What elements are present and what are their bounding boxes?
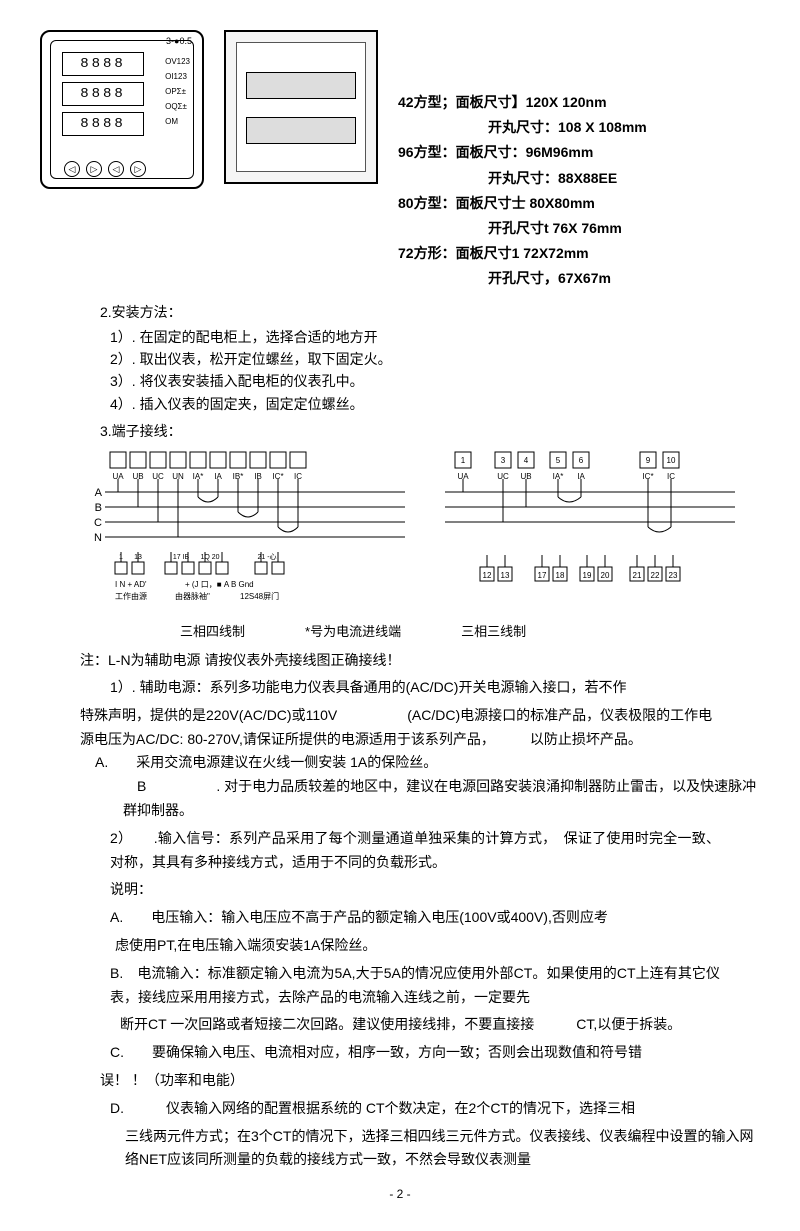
explain-A: A. 电压输入：输入电压应不高于产品的额定输入电压(100V或400V),否则应… xyxy=(110,906,720,930)
page-number: - 2 - xyxy=(40,1187,760,1201)
svg-text:13: 13 xyxy=(134,554,142,561)
svg-text:12S48屏门: 12S48屏门 xyxy=(240,591,279,601)
caption-4wire: 三相四线制 xyxy=(180,621,245,640)
item-B: B . 对于电力品质较差的地区中，建议在电源回路安装浪涌抑制器防止雷击，以及快速… xyxy=(95,775,760,823)
svg-text:1: 1 xyxy=(119,554,123,561)
top-section: 3-●0.5 8888 8888 8888 OV123 OI123 OPΣ± O… xyxy=(40,30,760,292)
step-2: 2）. 取出仪表，松开定位螺丝，取下固定火。 xyxy=(110,348,760,370)
explain-C: C. 要确保输入电压、电流相对应，相序一致，方向一致；否则会出现数值和符号错 xyxy=(110,1041,720,1065)
svg-text:I N + AD': I N + AD' xyxy=(115,580,147,589)
svg-text:13: 13 xyxy=(501,571,510,580)
svg-text:12: 12 xyxy=(483,571,492,580)
svg-text:A: A xyxy=(95,487,103,499)
para-1a: 1）. 辅助电源：系列多功能电力仪表具备通用的(AC/DC)开关电源输入接口，若… xyxy=(110,676,720,700)
wiring-four-wire: A B C N UAUBUC UNIA*IA IB*IBIC* IC xyxy=(90,447,410,617)
step-3: 3）. 将仪表安装插入配电柜的仪表孔中。 xyxy=(110,370,760,392)
device-buttons: ◁ ▷ ◁ ▷ xyxy=(64,161,146,177)
dimension-specs: 42方型；面板尺寸】120X 120nm 开丸尺寸：108 X 108mm 96… xyxy=(398,30,647,292)
svg-text:N: N xyxy=(94,532,102,544)
svg-text:21: 21 xyxy=(633,571,642,580)
svg-text:22: 22 xyxy=(651,571,660,580)
note-header: 注：L-N为辅助电源 请按仪表外壳接线图正确接线！ xyxy=(80,650,760,670)
para-2: 2） .输入信号：系列产品采用了每个测量通道单独采集的计算方式， 保证了使用时完… xyxy=(110,827,720,875)
svg-text:3: 3 xyxy=(501,456,506,465)
explain-D: D. 仪表输入网络的配置根据系统的 CT个数决定，在2个CT的情况下，选择三相 xyxy=(110,1097,720,1121)
spec-72: 72方形：面板尺寸1 72X72mm xyxy=(398,241,647,266)
svg-text:17: 17 xyxy=(538,571,547,580)
wiring-captions: 三相四线制 *号为电流进线端 三相三线制 xyxy=(180,621,760,640)
device-top-label: 3-●0.5 xyxy=(166,36,192,46)
svg-text:5: 5 xyxy=(556,456,561,465)
device-front-panel: 3-●0.5 8888 8888 8888 OV123 OI123 OPΣ± O… xyxy=(40,30,204,189)
svg-text:4: 4 xyxy=(524,456,529,465)
svg-text:C: C xyxy=(94,517,102,529)
explain-B: B. 电流输入：标准额定输入电流为5A,大于5A的情况应使用外部CT。如果使用的… xyxy=(110,962,720,1010)
svg-text:由器脉袖": 由器脉袖" xyxy=(175,591,210,601)
svg-text:18: 18 xyxy=(556,571,565,580)
spec-96: 96方型：面板尺寸：96M96mm xyxy=(398,140,647,165)
segment-display-2: 8888 xyxy=(62,82,144,106)
svg-text:20: 20 xyxy=(601,571,610,580)
svg-text:6: 6 xyxy=(579,456,584,465)
install-title: 2.安装方法： xyxy=(100,302,760,322)
svg-text:工作由源: 工作由源 xyxy=(115,591,147,601)
explain-C2: 误！ ！（功率和电能） xyxy=(100,1069,760,1093)
step-4: 4）. 插入仪表的固定夹，固定定位螺丝。 xyxy=(110,393,760,415)
spec-80: 80方型：面板尺寸士 80X80mm xyxy=(398,191,647,216)
svg-text:17 IB: 17 IB xyxy=(173,554,190,561)
wiring-diagrams: A B C N UAUBUC UNIA*IA IB*IBIC* IC xyxy=(90,447,760,617)
svg-text:B: B xyxy=(95,502,102,514)
svg-text:21 -心: 21 -心 xyxy=(257,553,276,561)
svg-text:10: 10 xyxy=(667,456,676,465)
svg-text:23: 23 xyxy=(669,571,678,580)
svg-text:1: 1 xyxy=(461,456,466,465)
explain-B2: 断开CT 一次回路或者短接二次回路。建议使用接线排，不要直接接 CT,以便于拆装… xyxy=(120,1013,760,1037)
svg-text:1Q 20: 1Q 20 xyxy=(200,554,219,561)
terminal-title: 3.端子接线： xyxy=(100,421,760,441)
explain-A2: 虑使用PT,在电压输入端须安装1A保险丝。 xyxy=(115,934,760,958)
led-indicators: OV123 OI123 OPΣ± OQΣ± OM xyxy=(165,54,190,129)
device-rear-panel xyxy=(224,30,378,184)
svg-text:+ (J 口，■ A B Gnd: + (J 口，■ A B Gnd xyxy=(185,580,254,589)
item-A: A. 采用交流电源建议在火线一侧安装 1A的保险丝。 xyxy=(95,751,760,775)
caption-3wire: 三相三线制 xyxy=(461,621,526,640)
segment-display-1: 8888 xyxy=(62,52,144,76)
para-1b: 特殊声明，提供的是220V(AC/DC)或110V (AC/DC)电源接口的标准… xyxy=(80,704,720,752)
segment-display-3: 8888 xyxy=(62,112,144,136)
caption-star-note: *号为电流进线端 xyxy=(305,621,401,640)
svg-text:9: 9 xyxy=(646,456,651,465)
wiring-three-wire: 134 56 910 UAUCUB IA*IA IC*IC xyxy=(440,447,740,617)
explain-D2: 三线两元件方式；在3个CT的情况下，选择三相四线三元件方式。仪表接线、仪表编程中… xyxy=(125,1125,760,1173)
step-1: 1）. 在固定的配电柜上，选择合适的地方开 xyxy=(110,326,760,348)
explain-label: 说明： xyxy=(110,878,760,902)
spec-42: 42方型；面板尺寸】120X 120nm xyxy=(398,90,647,115)
install-steps: 1）. 在固定的配电柜上，选择合适的地方开 2）. 取出仪表，松开定位螺丝，取下… xyxy=(110,326,760,416)
svg-text:19: 19 xyxy=(583,571,592,580)
